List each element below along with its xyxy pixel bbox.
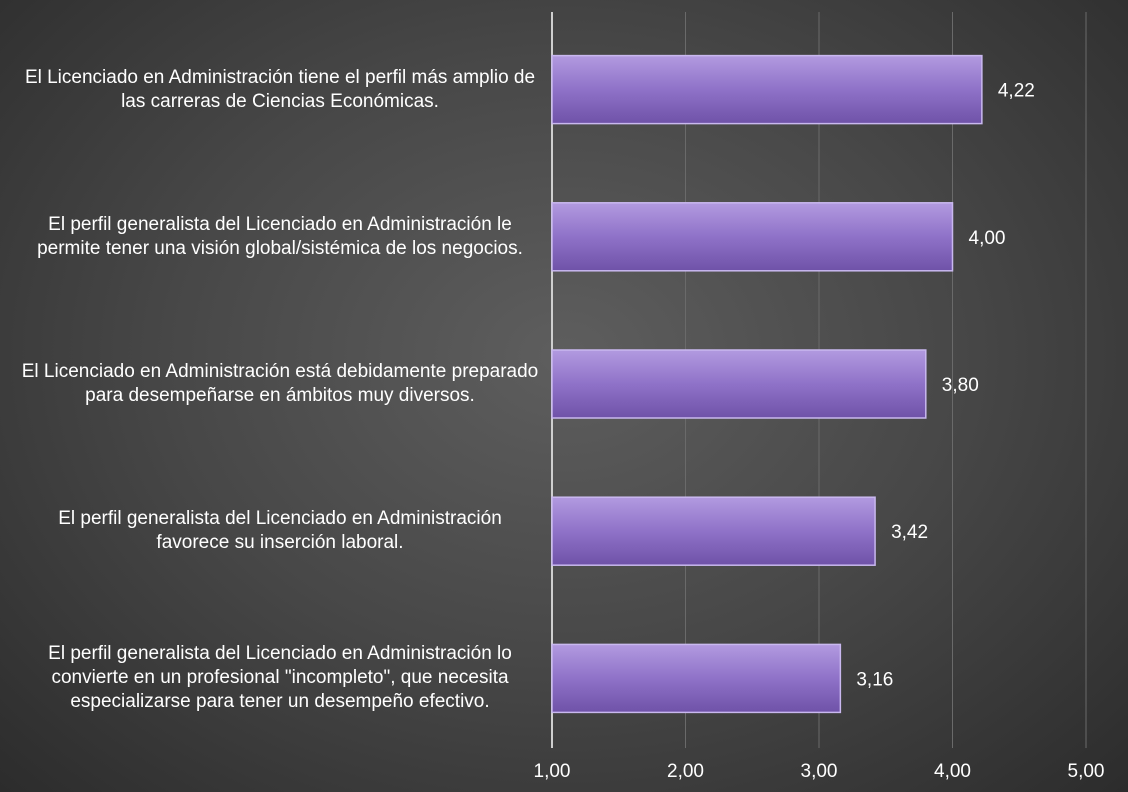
category-label: El perfil generalista del Licenciado en … <box>37 213 523 259</box>
x-tick-label: 5,00 <box>1068 761 1105 782</box>
bar <box>551 54 983 125</box>
value-label: 3,16 <box>856 669 893 690</box>
bar <box>551 496 876 566</box>
value-label: 3,42 <box>891 522 928 543</box>
bar <box>551 643 842 714</box>
x-tick-label: 4,00 <box>934 761 971 782</box>
x-tick-label: 3,00 <box>801 761 838 782</box>
x-tick-label: 2,00 <box>667 761 704 782</box>
value-label: 4,22 <box>998 81 1035 102</box>
category-label: El Licenciado en Administración tiene el… <box>24 66 536 112</box>
value-label: 4,00 <box>969 228 1006 249</box>
value-label: 3,80 <box>942 375 979 396</box>
category-label: El perfil generalista del Licenciado en … <box>48 643 512 713</box>
category-label: El Licenciado en Administración está deb… <box>21 361 539 406</box>
category-label: El perfil generalista del Licenciado en … <box>58 508 502 554</box>
x-tick-label: 1,00 <box>534 761 571 782</box>
bar <box>551 349 927 419</box>
bar <box>551 202 954 272</box>
